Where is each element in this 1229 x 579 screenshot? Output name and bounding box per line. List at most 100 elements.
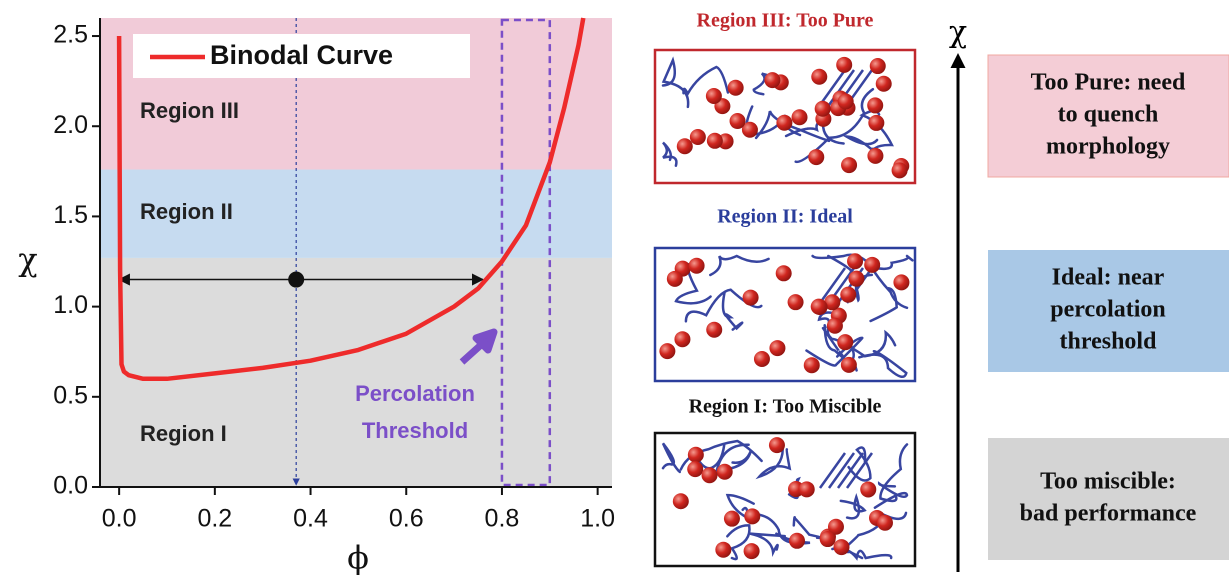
- polymer-chain: [749, 532, 787, 557]
- region-label: Region II: [140, 199, 233, 224]
- particle: [727, 79, 744, 96]
- particle: [729, 113, 746, 130]
- particle: [775, 265, 792, 282]
- region-band: [100, 257, 612, 487]
- description-box: [988, 250, 1229, 372]
- state-point: [288, 271, 305, 288]
- y-tick-label: 2.5: [53, 21, 88, 49]
- x-tick-label: 0.6: [389, 505, 424, 533]
- schematic-title: Region II: Ideal: [717, 206, 853, 228]
- annotation: Threshold: [362, 418, 468, 443]
- particle: [687, 461, 704, 478]
- particle: [716, 463, 733, 480]
- polymer-chain: [715, 443, 753, 472]
- particle: [867, 147, 884, 164]
- particle: [742, 289, 759, 306]
- particle: [688, 257, 705, 274]
- polymer-chain: [726, 524, 751, 561]
- particle: [787, 294, 804, 311]
- description-text: Too Pure: need: [1031, 70, 1186, 96]
- particle: [674, 331, 691, 348]
- particle: [808, 149, 825, 166]
- description-text: threshold: [1060, 329, 1158, 355]
- description-text: to quench: [1058, 102, 1159, 128]
- particle: [811, 68, 828, 85]
- description-text: percolation: [1050, 297, 1166, 323]
- polymer-chain: [869, 286, 909, 323]
- particle: [819, 531, 836, 548]
- region-label: Region III: [140, 98, 239, 123]
- particle: [840, 356, 857, 373]
- region-band: [100, 169, 612, 258]
- particle: [743, 543, 760, 560]
- x-tick-label: 0.2: [197, 505, 232, 533]
- particle: [891, 162, 908, 179]
- polymer-chain: [879, 443, 909, 503]
- description-text: morphology: [1046, 134, 1170, 160]
- polymer-chain: [662, 141, 678, 167]
- particle: [837, 334, 854, 351]
- particle: [836, 56, 853, 73]
- y-axis-label: χ: [18, 241, 37, 279]
- particle: [715, 541, 732, 558]
- region-label: Region I: [140, 421, 227, 446]
- particle: [741, 121, 758, 138]
- description-text: bad performance: [1020, 501, 1197, 527]
- particle: [723, 510, 740, 527]
- particle: [824, 294, 841, 311]
- schematic-title: Region III: Too Pure: [697, 10, 874, 32]
- polymer-chain: [661, 442, 682, 474]
- particle: [769, 340, 786, 357]
- description-text: Too miscible:: [1040, 469, 1176, 495]
- particle: [689, 128, 706, 145]
- particle: [847, 253, 864, 270]
- particle: [666, 270, 683, 287]
- particle: [868, 114, 885, 131]
- particle: [860, 481, 877, 498]
- particle: [687, 446, 704, 463]
- polymer-chain: [792, 516, 822, 540]
- x-tick-label: 1.0: [580, 505, 615, 533]
- crystal-stack: [836, 452, 865, 489]
- polymer-chain: [721, 291, 744, 331]
- particle: [869, 58, 886, 75]
- polymer-chain: [709, 254, 770, 277]
- crystal-stack: [818, 452, 847, 489]
- polymer-chain: [682, 65, 730, 97]
- y-tick-label: 0.0: [53, 472, 88, 500]
- x-tick-label: 0.4: [293, 505, 328, 533]
- polymer-chain: [847, 446, 872, 482]
- particle: [706, 132, 723, 149]
- particle: [848, 270, 865, 287]
- particle: [803, 357, 820, 374]
- particle: [764, 72, 781, 89]
- particle: [826, 317, 843, 334]
- particle: [875, 75, 892, 92]
- polymer-chain: [873, 481, 909, 509]
- annotation-arrow: [459, 328, 498, 365]
- crystal-stack: [827, 452, 856, 489]
- particle: [814, 100, 831, 117]
- particle: [701, 467, 718, 484]
- x-tick-label: 0.0: [102, 505, 137, 533]
- particle: [706, 321, 723, 338]
- description-box: [988, 438, 1229, 560]
- particle: [893, 274, 910, 291]
- particle: [768, 437, 785, 454]
- polymer-chain: [755, 446, 792, 480]
- scale-label: χ: [949, 15, 967, 50]
- crystal-stack: [818, 69, 847, 106]
- particle: [841, 157, 858, 174]
- schematic-panel: Region III: Too Pure Region II: Ideal Regi…: [653, 10, 1229, 572]
- x-tick-label: 0.8: [485, 505, 520, 533]
- x-axis-label: ϕ: [347, 539, 369, 577]
- crystal-stack: [845, 452, 874, 489]
- plot: Region I Region II Region III Percolation Th…: [18, 17, 615, 577]
- polymer-chain: [877, 254, 914, 271]
- particle: [810, 298, 827, 315]
- particle: [753, 350, 770, 367]
- particle: [789, 532, 806, 549]
- y-tick-label: 2.0: [53, 111, 88, 139]
- description-text: Ideal: near: [1052, 265, 1165, 291]
